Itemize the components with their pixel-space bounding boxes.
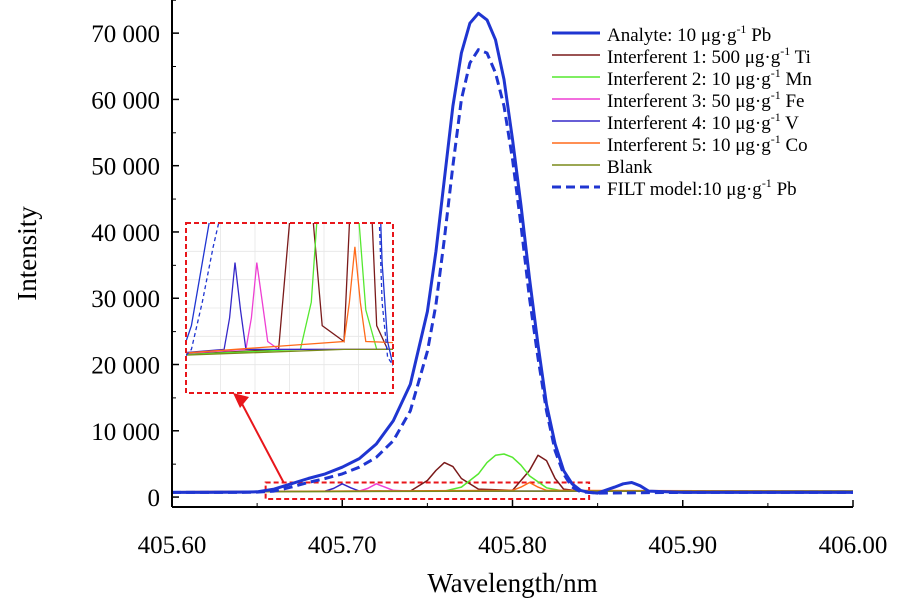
arrow-head [233, 393, 249, 408]
legend-label-1: Interferent 1: 500 μg·g-1 Ti [607, 44, 811, 68]
y-tick-label: 0 [148, 485, 161, 512]
series-line-1 [171, 454, 853, 493]
inset-series-2 [186, 223, 393, 356]
x-tick-label: 405.70 [308, 532, 377, 559]
y-tick-label: 40 000 [91, 220, 160, 247]
y-axis-title: Intensity [12, 206, 42, 301]
inset-series-7 [186, 223, 393, 367]
x-tick-label: 405.90 [648, 532, 717, 559]
y-tick-label: 20 000 [91, 353, 160, 380]
inset-series-4 [186, 262, 393, 354]
inset-lines [186, 223, 393, 393]
inset-series-3 [186, 262, 393, 355]
legend-label-6: Blank [607, 157, 653, 178]
y-tick-label: 30 000 [91, 286, 160, 313]
legend-label-2: Interferent 2: 10 μg·g-1 Mn [607, 66, 812, 90]
y-tick-label: 10 000 [91, 419, 160, 446]
legend-label-4: Interferent 4: 10 μg·g-1 V [607, 110, 799, 134]
x-axis-title: Wavelength/nm [427, 568, 597, 598]
series-line-0 [172, 11, 853, 495]
zoom-inset [185, 222, 394, 394]
axes: 0 10 000 20 000 30 000 40 000 50 000 60 000 70 … [12, 0, 887, 598]
x-tick-label: 405.80 [478, 532, 547, 559]
series-line-7 [172, 48, 853, 495]
inset-border [185, 222, 394, 394]
legend-label-3: Interferent 3: 50 μg·g-1 Fe [607, 88, 804, 112]
x-tick-label: 405.60 [138, 532, 207, 559]
arrow-line [239, 399, 285, 483]
x-tick-label: 406.00 [819, 532, 888, 559]
inset-series-5 [186, 246, 393, 354]
legend-label-0: Analyte: 10 μg·g-1 Pb [607, 22, 771, 46]
y-tick-label: 50 000 [91, 154, 160, 181]
legend-label-5: Interferent 5: 10 μg·g-1 Co [607, 132, 808, 156]
series-lines [171, 11, 854, 495]
legend-label-7: FILT model:10 μg·g-1 Pb [607, 176, 797, 200]
inset-series-6 [186, 348, 393, 356]
series-line-2 [171, 453, 853, 493]
y-tick-label: 60 000 [91, 87, 160, 114]
y-tick-label: 70 000 [91, 21, 160, 48]
